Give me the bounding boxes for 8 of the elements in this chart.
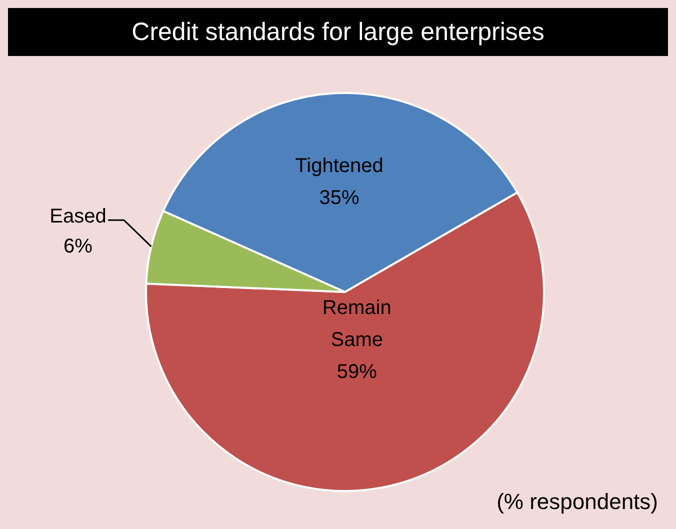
data-label: 35%: [319, 187, 360, 210]
slice-label: Eased: [50, 206, 106, 228]
slice-label: Tightened: [295, 155, 384, 178]
data-label: 6%: [64, 236, 93, 258]
chart-title: Credit standards for large enterprises: [8, 8, 668, 56]
slice-label: Remain Same: [322, 296, 392, 351]
data-label: 59%: [336, 360, 378, 383]
text: (% respondents): [496, 489, 658, 515]
